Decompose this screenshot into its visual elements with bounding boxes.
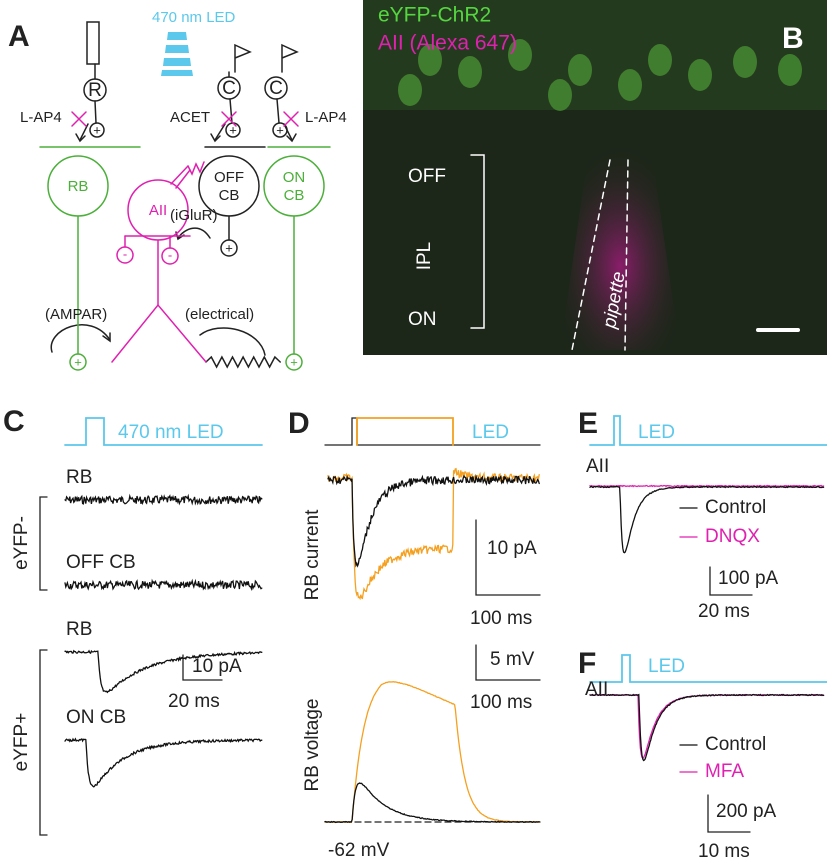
sign: - [168, 247, 172, 262]
trace [64, 493, 263, 506]
led-label: LED [638, 422, 675, 443]
cell-label: CB [284, 187, 305, 204]
drug-label: L-AP4 [20, 109, 62, 126]
drug-label: L-AP4 [305, 109, 347, 126]
panel-letter: C [3, 405, 25, 438]
legend-label: Control [705, 734, 766, 755]
led-label: LED [472, 422, 509, 443]
baseline-label: -62 mV [328, 840, 390, 861]
legend-label: MFA [705, 761, 744, 782]
scale-label: 100 ms [470, 608, 532, 629]
cell-body [548, 79, 572, 111]
cell-body [508, 39, 532, 71]
cell-body [733, 46, 757, 78]
axis-label: RB voltage [302, 699, 323, 792]
cone-label: C [269, 78, 283, 99]
cell-label: AII [585, 679, 608, 700]
cell-body [688, 59, 712, 91]
trace [589, 484, 825, 488]
panel-f: F LED AII Control MFA 200 pA 10 ms [578, 647, 827, 862]
led-label: 470 nm LED [152, 9, 236, 26]
trace [589, 693, 825, 762]
sign: + [276, 122, 284, 137]
cell-body [458, 56, 482, 88]
cell-body [398, 74, 422, 106]
cell-body [648, 44, 672, 76]
panel-letter: A [8, 20, 30, 53]
panel-e: E LED AII Control DNQX 100 pA 20 ms [578, 407, 827, 622]
rod-label: R [88, 80, 102, 101]
cell-body [778, 54, 802, 86]
trace [64, 649, 263, 694]
scale-label: 100 pA [718, 568, 779, 589]
trace [327, 467, 540, 601]
trace [327, 473, 540, 568]
synapse-label: (iGluR) [170, 207, 218, 224]
cell-label: OFF CB [66, 552, 136, 573]
cell-label: ON CB [66, 707, 126, 728]
synapse-label: (AMPAR) [45, 306, 107, 323]
sign: - [123, 246, 127, 261]
trace [324, 782, 541, 824]
cell-label: RB [68, 178, 89, 195]
cell-label: AII [586, 456, 609, 477]
synapse-label: (electrical) [185, 306, 254, 323]
panel-letter: F [578, 647, 596, 680]
scale-label: 200 pA [716, 801, 777, 822]
scale-label: 5 mV [490, 649, 535, 670]
trace [64, 578, 263, 592]
cell-label: AII [149, 202, 167, 219]
layer-label: OFF [408, 166, 446, 187]
scale-label: 20 ms [168, 691, 220, 712]
trace [324, 680, 541, 824]
led-label: LED [648, 656, 685, 677]
panel-a: A 470 nm LED R C C L-AP4 ACET L-AP4 RB A… [8, 9, 347, 371]
cell-label: RB [66, 619, 92, 640]
sign: + [229, 122, 237, 137]
group-label: eYFP+ [11, 713, 32, 772]
layer-label: ON [408, 309, 437, 330]
legend-label: Control [705, 497, 766, 518]
scale-label: 10 ms [698, 841, 750, 862]
cell-label: ON [283, 169, 306, 186]
signs: + + + + - - + + [74, 122, 298, 369]
legend-label: DNQX [705, 526, 760, 547]
sign: + [225, 240, 233, 255]
panel-d: D LED RB current RB voltage 10 pA 100 ms… [288, 407, 541, 861]
scale-label: 100 ms [470, 692, 532, 713]
panel-b: B eYFP-ChR2 AII (Alexa 647) OFF IPL ON p… [363, 0, 827, 355]
led-label: 470 nm LED [118, 422, 224, 443]
scale-label: 10 pA [487, 538, 537, 559]
led-icon [161, 32, 193, 76]
drug-label: ACET [170, 109, 210, 126]
sign: + [74, 354, 82, 369]
panel-letter: E [578, 407, 598, 440]
axis-label: RB current [302, 509, 323, 601]
panel-c: C 470 nm LED eYFP- eYFP+ RB OFF CB RB ON… [3, 405, 263, 836]
cell-body [418, 44, 442, 76]
trace [64, 737, 263, 788]
trace [589, 485, 825, 554]
cell-body [568, 54, 592, 86]
cell-label: OFF [214, 169, 244, 186]
panel-letter: D [288, 407, 310, 440]
cone-label: C [222, 78, 236, 99]
scale-label: 10 pA [192, 656, 242, 677]
cell-body [618, 69, 642, 101]
group-label: eYFP- [11, 516, 32, 570]
panel-letter: B [782, 22, 804, 55]
cell-label: RB [66, 467, 92, 488]
sign: + [93, 122, 101, 137]
scale-label: 20 ms [698, 601, 750, 622]
layer-label: IPL [414, 242, 435, 271]
sign: + [290, 354, 298, 369]
cell-label: CB [219, 187, 240, 204]
stain-label: AII (Alexa 647) [378, 32, 517, 55]
stain-label: eYFP-ChR2 [378, 4, 491, 27]
